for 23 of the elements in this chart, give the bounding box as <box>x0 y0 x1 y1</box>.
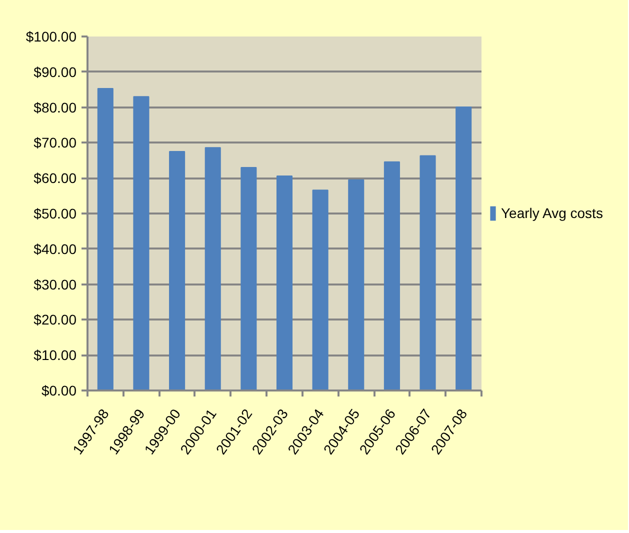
bar <box>169 151 186 390</box>
y-tick-label: $0.00 <box>41 382 77 398</box>
bar <box>276 175 293 390</box>
y-tick-label: $100.00 <box>26 28 77 44</box>
bar <box>348 179 364 390</box>
bar <box>204 147 221 390</box>
y-tick-label: $40.00 <box>34 240 77 257</box>
bar <box>240 166 257 390</box>
bar <box>420 155 436 390</box>
bar <box>133 96 150 390</box>
y-tick-label: $60.00 <box>34 170 77 186</box>
y-tick-label: $70.00 <box>34 134 77 151</box>
y-tick-label: $80.00 <box>34 99 77 116</box>
y-tick-label: $50.00 <box>34 206 77 222</box>
y-tick-label: $10.00 <box>34 347 77 364</box>
bar <box>97 88 114 390</box>
y-tick-label: $30.00 <box>34 276 77 292</box>
legend-label: Yearly Avg costs <box>501 205 603 221</box>
bar <box>312 190 328 390</box>
y-tick-label: $90.00 <box>34 64 77 80</box>
y-tick-label: $20.00 <box>34 312 77 328</box>
bar <box>456 106 472 390</box>
bar <box>384 161 400 390</box>
